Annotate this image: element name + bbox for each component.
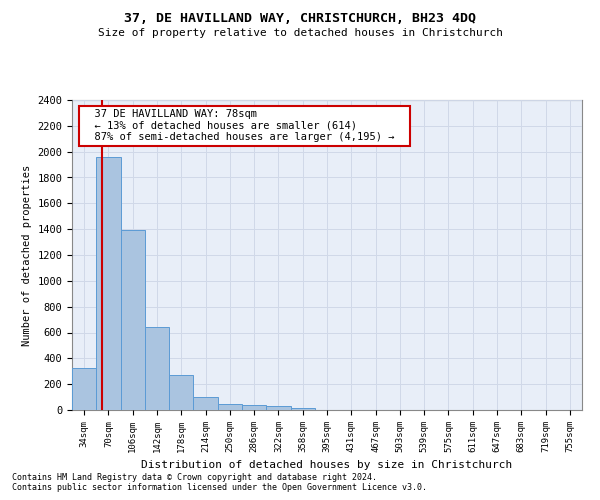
Bar (145, 326, 169, 410)
Text: Contains public sector information licensed under the Open Government Licence v3: Contains public sector information licen… (12, 484, 427, 492)
Y-axis label: Number of detached properties: Number of detached properties (22, 164, 32, 346)
Text: Contains HM Land Registry data © Crown copyright and database right 2024.: Contains HM Land Registry data © Crown c… (12, 474, 377, 482)
Bar (121, 230, 145, 410)
Bar (290, 408, 315, 410)
Bar (169, 375, 193, 410)
Bar (266, 406, 290, 410)
Text: 37, DE HAVILLAND WAY, CHRISTCHURCH, BH23 4DQ: 37, DE HAVILLAND WAY, CHRISTCHURCH, BH23… (124, 12, 476, 26)
Text: Size of property relative to detached houses in Christchurch: Size of property relative to detached ho… (97, 28, 503, 38)
Text: 37 DE HAVILLAND WAY: 78sqm  
  ← 13% of detached houses are smaller (614)  
  87: 37 DE HAVILLAND WAY: 78sqm ← 13% of deta… (82, 110, 407, 142)
Bar (242, 405, 266, 410)
Bar (193, 397, 218, 410)
Bar (218, 404, 242, 410)
Bar (72, 368, 96, 410)
X-axis label: Distribution of detached houses by size in Christchurch: Distribution of detached houses by size … (142, 460, 512, 470)
Bar (96, 157, 121, 410)
